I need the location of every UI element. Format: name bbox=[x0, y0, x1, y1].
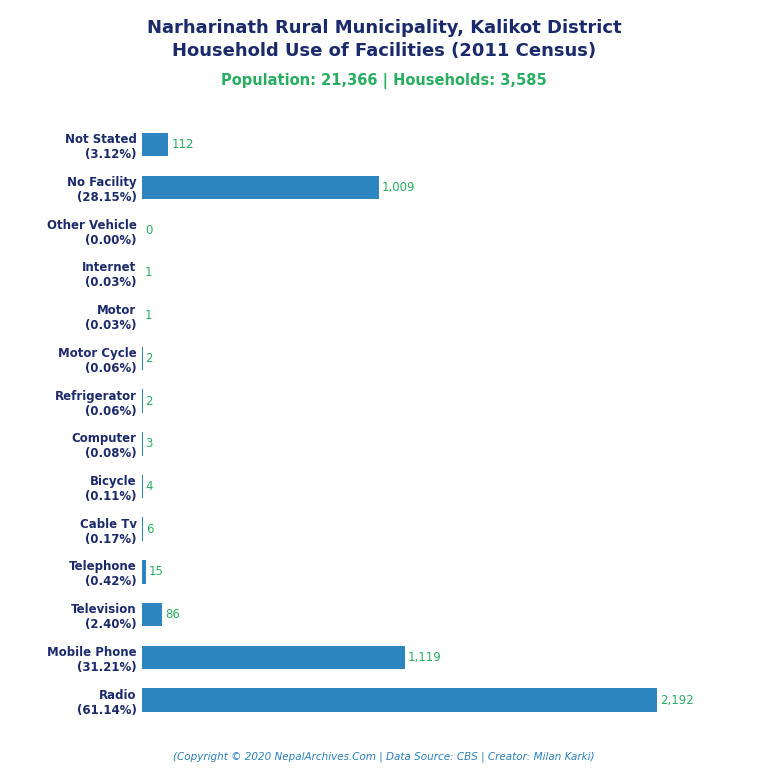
Text: 1,119: 1,119 bbox=[408, 651, 442, 664]
Text: (Copyright © 2020 NepalArchives.Com | Data Source: CBS | Creator: Milan Karki): (Copyright © 2020 NepalArchives.Com | Da… bbox=[174, 751, 594, 762]
Bar bbox=[142, 560, 146, 584]
Text: 86: 86 bbox=[165, 608, 180, 621]
Text: Narharinath Rural Municipality, Kalikot District: Narharinath Rural Municipality, Kalikot … bbox=[147, 19, 621, 37]
Text: 2,192: 2,192 bbox=[660, 694, 694, 707]
Bar bbox=[142, 176, 379, 199]
Bar bbox=[142, 518, 144, 541]
Text: 1: 1 bbox=[145, 266, 153, 280]
Bar bbox=[142, 475, 143, 498]
Text: 6: 6 bbox=[147, 523, 154, 536]
Bar bbox=[142, 646, 405, 669]
Bar bbox=[142, 133, 168, 157]
Bar bbox=[142, 603, 162, 627]
Text: 2: 2 bbox=[145, 395, 153, 408]
Bar bbox=[142, 688, 657, 712]
Text: 2: 2 bbox=[145, 352, 153, 365]
Text: 15: 15 bbox=[148, 565, 164, 578]
Text: 3: 3 bbox=[146, 437, 153, 450]
Text: Household Use of Facilities (2011 Census): Household Use of Facilities (2011 Census… bbox=[172, 42, 596, 60]
Text: 0: 0 bbox=[145, 223, 152, 237]
Text: 1: 1 bbox=[145, 309, 153, 322]
Text: 4: 4 bbox=[146, 480, 154, 493]
Text: 1,009: 1,009 bbox=[382, 181, 415, 194]
Text: 112: 112 bbox=[171, 138, 194, 151]
Text: Population: 21,366 | Households: 3,585: Population: 21,366 | Households: 3,585 bbox=[221, 73, 547, 89]
